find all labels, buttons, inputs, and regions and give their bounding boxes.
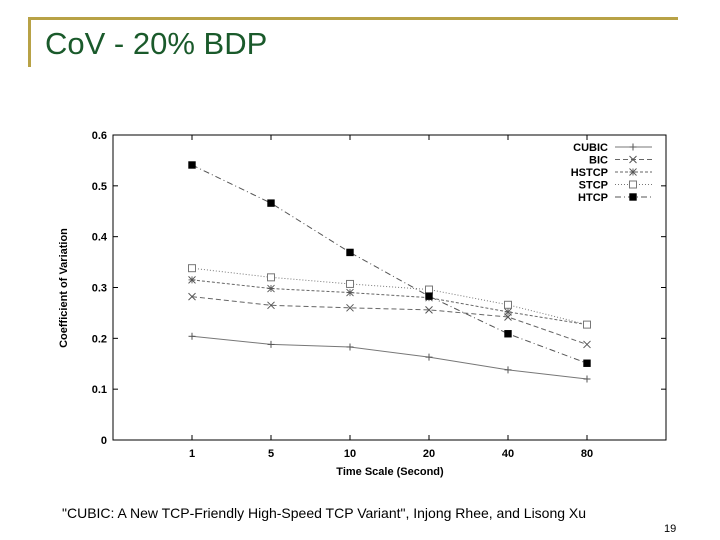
page-number: 19 [664,523,677,535]
stcp-data-point [583,320,591,329]
cubic-data-point [425,353,433,361]
x-tick-label: 10 [344,448,356,460]
stcp-data-point [188,264,196,273]
citation-text: "CUBIC: A New TCP-Friendly High-Speed TC… [62,505,587,521]
y-tick-label: 0.6 [92,130,107,142]
cubic-data-point [188,332,196,340]
hstcp-data-point [267,284,275,293]
x-tick-label: 80 [581,448,593,460]
stcp-data-point [504,300,512,309]
htcp-data-point [583,359,591,367]
legend-label-hstcp: HSTCP [571,167,608,179]
legend-label-htcp: HTCP [578,192,608,204]
y-tick-label: 0.2 [92,333,107,345]
y-tick-label: 0.5 [92,181,107,193]
bic-data-point [583,340,591,349]
cubic-data-point [504,366,512,374]
htcp-data-point [504,330,512,338]
hstcp-series-line [191,279,588,326]
y-tick-label: 0 [101,435,107,447]
stcp-series-line [191,267,588,326]
x-tick-label: 5 [268,448,274,460]
htcp-legend-data-point [629,193,637,201]
y-tick-label: 0.1 [92,384,107,396]
cubic-legend-data-point [629,143,637,151]
y-tick-label: 0.4 [92,232,108,244]
htcp-series-line [191,164,588,364]
hstcp-data-point [346,288,354,297]
line-chart: Coefficient of Variation Time Scale (Sec… [58,130,667,478]
legend-label-stcp: STCP [579,180,608,192]
hstcp-legend-data-point [629,168,637,176]
htcp-data-point [188,161,196,169]
bic-data-point [425,306,433,314]
hstcp-data-point [504,308,512,316]
x-tick-label: 40 [502,448,514,460]
cubic-data-point [583,375,591,383]
title-accent-vertical-bar [28,17,31,67]
stcp-legend-data-point [629,180,637,189]
title-accent-horizontal-bar [28,17,678,20]
slide-title: CoV - 20% BDP [45,26,268,61]
x-tick-label: 1 [189,448,195,460]
x-axis-label: Time Scale (Second) [336,466,444,478]
htcp-data-point [267,199,275,207]
legend-label-bic: BIC [589,155,608,167]
bic-data-point [267,301,275,310]
hstcp-data-point [188,276,196,284]
cubic-data-point [346,343,354,351]
htcp-data-point [346,248,354,257]
bic-series-line [191,296,588,345]
cubic-series-line [191,335,588,380]
bic-legend-data-point [629,155,637,164]
cubic-data-point [267,340,275,348]
x-tick-label: 20 [423,448,435,460]
bic-data-point [346,303,354,312]
legend-label-cubic: CUBIC [573,142,608,154]
bic-data-point [188,292,196,301]
htcp-data-point [425,292,433,300]
stcp-data-point [346,279,354,288]
stcp-data-point [267,273,275,282]
stcp-data-point [425,285,433,294]
y-axis-label: Coefficient of Variation [58,228,70,348]
y-tick-label: 0.3 [92,283,107,295]
